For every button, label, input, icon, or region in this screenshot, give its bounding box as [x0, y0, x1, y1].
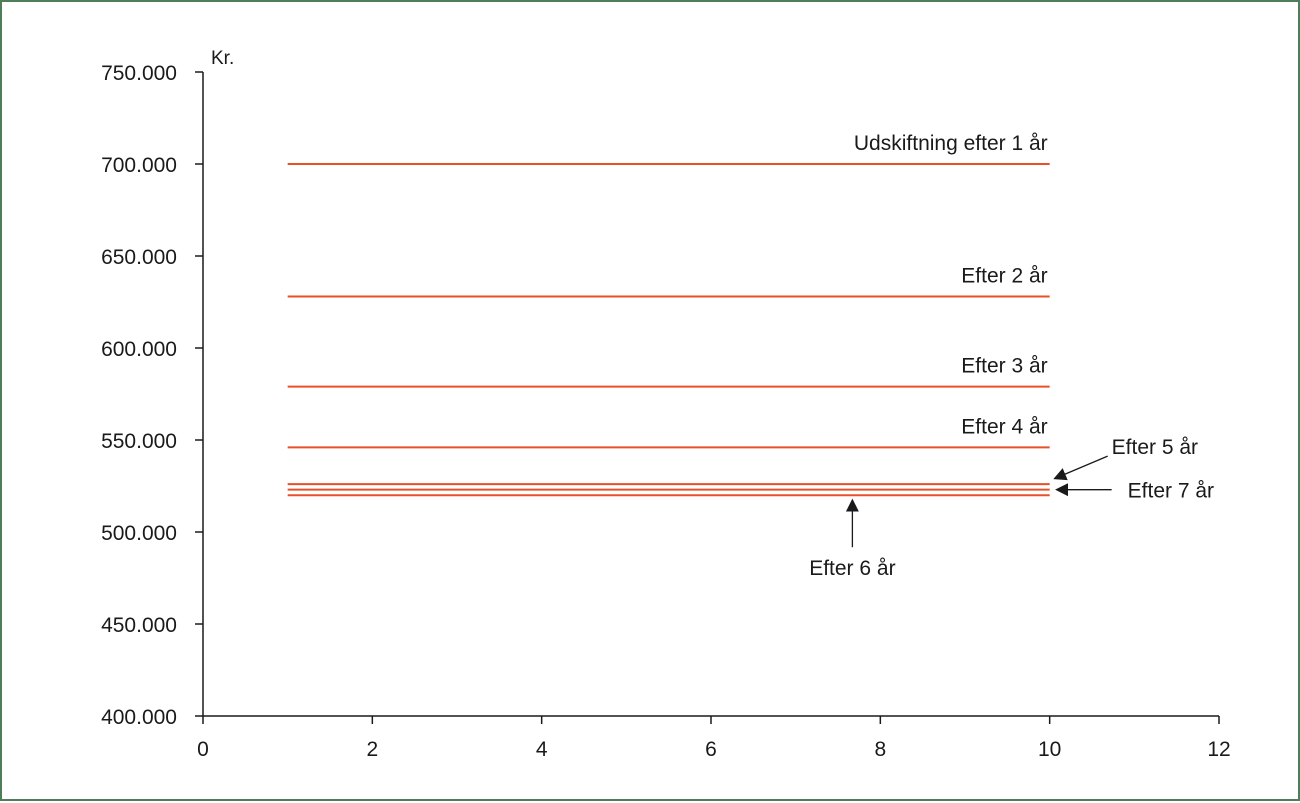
x-tick-label: 10 [1038, 738, 1061, 761]
x-tick-label: 8 [874, 738, 886, 761]
x-tick-label: 2 [366, 738, 378, 761]
y-axis-unit-label: Kr. [211, 48, 234, 69]
y-tick-label: 450.000 [101, 614, 177, 637]
y-tick-label: 400.000 [101, 706, 177, 729]
y-tick-label: 650.000 [101, 246, 177, 269]
series-labels: Udskiftning efter 1 år Efter 2 år Efter 3 … [809, 132, 1214, 580]
series-lines [287, 163, 1050, 497]
series-label: Efter 5 år [1112, 436, 1198, 459]
x-tick-label: 12 [1207, 738, 1230, 761]
x-tick-label: 6 [705, 738, 717, 761]
series-label: Efter 4 år [961, 415, 1047, 438]
y-tick-label: 500.000 [101, 522, 177, 545]
axes: 400.000 450.000 500.000 550.000 600.000 650.0… [101, 48, 1231, 761]
series-label: Efter 3 år [961, 355, 1047, 378]
y-tick-label: 600.000 [101, 338, 177, 361]
x-tick-label: 0 [197, 738, 209, 761]
series-label: Efter 2 år [961, 264, 1047, 287]
y-tick-label: 550.000 [101, 430, 177, 453]
y-tick-label: 750.000 [101, 62, 177, 85]
x-tick-label: 4 [536, 738, 548, 761]
label-arrow [1053, 455, 1108, 481]
series-label: Efter 6 år [809, 557, 895, 580]
series-label: Udskiftning efter 1 år [854, 132, 1048, 155]
y-tick-label: 700.000 [101, 154, 177, 177]
series-label: Efter 7 år [1128, 480, 1214, 503]
